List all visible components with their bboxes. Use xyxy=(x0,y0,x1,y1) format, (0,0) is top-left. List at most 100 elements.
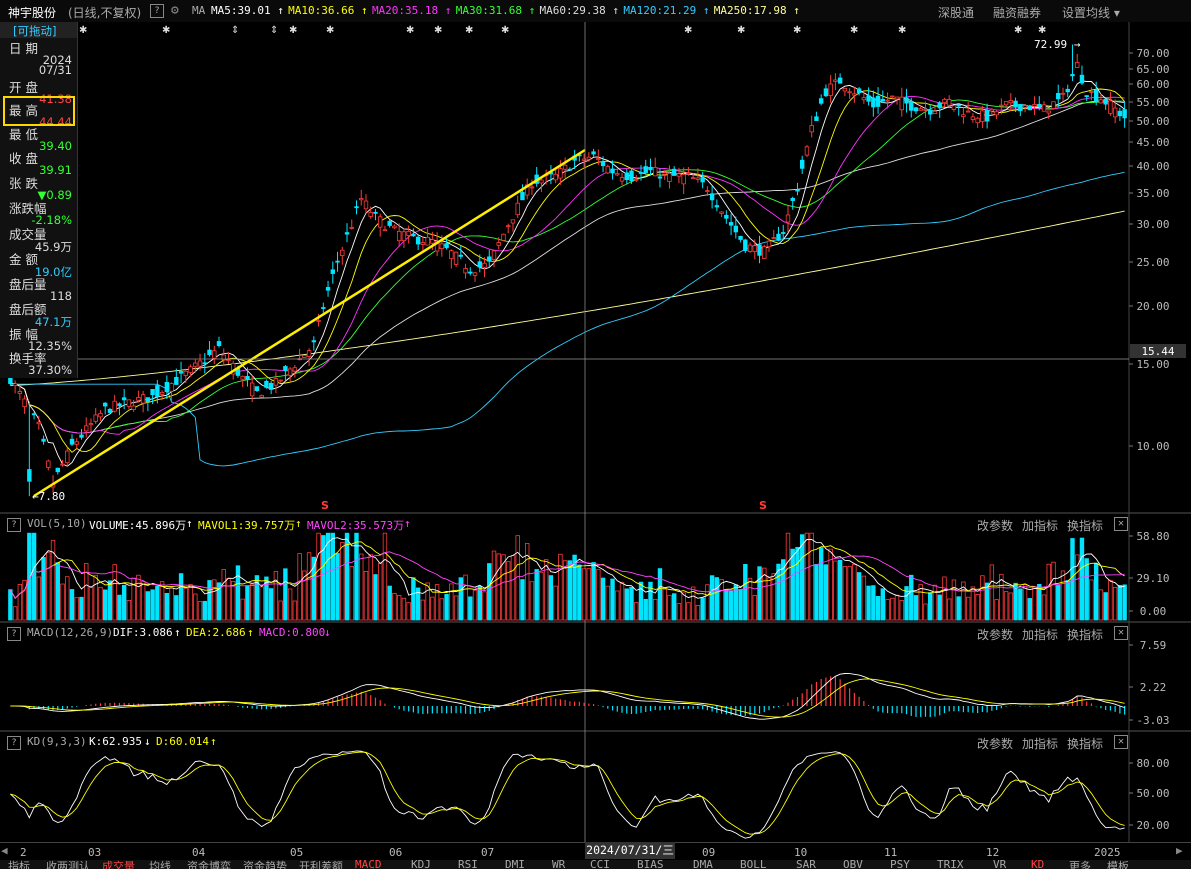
volume-bar xyxy=(676,603,682,621)
dea-line xyxy=(10,678,1125,718)
indicator-tab[interactable]: VR xyxy=(993,860,1007,869)
vol-switch-indicator[interactable]: 换指标 xyxy=(1067,519,1104,533)
candle-body xyxy=(984,109,990,122)
indicator-tab[interactable]: OBV xyxy=(843,860,863,869)
volume-bar xyxy=(553,585,558,621)
macd-help-icon[interactable]: ? xyxy=(7,627,21,641)
volume-bar xyxy=(861,575,867,621)
vol-close-icon[interactable]: ✕ xyxy=(1114,517,1128,531)
chart-canvas[interactable]: 72.99 → ←7.80 ✱ ✱ ⇕ ⇕ ✱ ✱ ✱ ✱ ✱ ✱ ✱ ✱ ✱ ✱ ✱ ✱ ✱ S S 70.00 65.… xyxy=(0,22,1191,842)
macd-add-indicator[interactable]: 加指标 xyxy=(1022,628,1059,642)
indicator-tab[interactable]: SAR xyxy=(796,860,816,869)
volume-bar xyxy=(245,585,250,621)
candle-body xyxy=(757,244,762,256)
vol-y-tick: 29.10 xyxy=(1136,572,1169,585)
crosshair-date: 2024/07/31/三 xyxy=(585,842,675,859)
candle-body xyxy=(188,366,193,374)
scroll-left-icon[interactable]: ◀ xyxy=(1,844,8,857)
volume-pane xyxy=(8,532,1127,621)
info-label: 张 跌 xyxy=(9,176,38,191)
indicator-tab[interactable]: DMI xyxy=(505,860,525,869)
volume-bar xyxy=(600,577,606,621)
candle-body xyxy=(12,383,18,387)
indicator-tab[interactable]: BIAS xyxy=(637,860,664,869)
scroll-right-icon[interactable]: ▶ xyxy=(1176,844,1183,857)
vol-add-indicator[interactable]: 加指标 xyxy=(1022,519,1059,533)
macd-pane xyxy=(10,673,1126,720)
margin-trading-button[interactable]: 融资融券 xyxy=(993,6,1042,20)
indicator-tab[interactable]: 开利差额 xyxy=(299,860,343,869)
indicator-tab[interactable]: 更多 xyxy=(1069,860,1091,869)
vol-edit-params[interactable]: 改参数 xyxy=(977,519,1014,533)
indicator-tab[interactable]: DMA xyxy=(693,860,713,869)
kd-add-indicator[interactable]: 加指标 xyxy=(1022,737,1059,751)
indicator-tab[interactable]: WR xyxy=(552,860,566,869)
volume-bar xyxy=(36,576,42,621)
candle-body xyxy=(69,438,75,445)
kd-k: K:62.935 xyxy=(89,735,142,748)
x-tick: 06 xyxy=(389,846,403,859)
candle-body xyxy=(387,220,392,226)
kd-close-icon[interactable]: ✕ xyxy=(1114,735,1128,749)
info-panel[interactable]: [可拖动] 日 期 2024 07/31 开 盘 41.38 最 高 44.44 最 低 39.… xyxy=(0,22,78,378)
volume-bar xyxy=(221,569,226,621)
event-marker-icon: ✱ xyxy=(465,25,473,36)
candle-body xyxy=(999,104,1004,107)
indicator-tab[interactable]: 资金博弈 xyxy=(187,860,231,869)
volume-bar xyxy=(1070,538,1075,621)
candle-body xyxy=(302,355,307,358)
volume-bar xyxy=(477,586,482,621)
volume-bar xyxy=(705,584,710,621)
kd-help-icon[interactable]: ? xyxy=(7,736,21,750)
volume-bar xyxy=(776,563,781,621)
indicator-tab[interactable]: 指标 xyxy=(8,860,30,869)
indicator-tab[interactable]: RSI xyxy=(458,860,478,869)
period-label[interactable]: (日线,不复权) xyxy=(68,6,142,20)
kd-edit-params[interactable]: 改参数 xyxy=(977,737,1014,751)
help-icon[interactable]: ? xyxy=(150,4,164,18)
info-value: -2.18% xyxy=(31,213,72,227)
indicator-tab[interactable]: PSY xyxy=(890,860,910,869)
indicator-tab[interactable]: KD xyxy=(1031,860,1045,869)
price-y-tick: 65.00 xyxy=(1136,63,1169,76)
macd-edit-params[interactable]: 改参数 xyxy=(977,628,1014,642)
macd-y-tick: -3.03 xyxy=(1136,714,1169,727)
volume-bar xyxy=(928,592,933,621)
indicator-tab[interactable]: MACD xyxy=(355,860,382,869)
candle-body xyxy=(1046,110,1051,114)
price-y-tick: 25.00 xyxy=(1136,256,1169,269)
volume-bar xyxy=(240,598,245,621)
macd-close-icon[interactable]: ✕ xyxy=(1114,626,1128,640)
indicator-tab[interactable]: 资金趋势 xyxy=(243,860,287,869)
volume-bar xyxy=(12,606,18,621)
candle-body xyxy=(102,402,108,407)
ma-settings-button[interactable]: 设置均线 ▾ xyxy=(1062,6,1120,20)
indicator-tab[interactable]: 收两测认 xyxy=(46,860,90,869)
indicator-tab[interactable]: 成交量 xyxy=(102,860,135,869)
kd-switch-indicator[interactable]: 换指标 xyxy=(1067,737,1104,751)
volume-bar xyxy=(785,532,791,621)
volume-bar xyxy=(401,597,407,621)
dif-arrow-icon: ↑ xyxy=(174,626,181,639)
indicator-tab[interactable]: 均线 xyxy=(149,860,171,869)
indicator-tab[interactable]: BOLL xyxy=(740,860,767,869)
gear-icon[interactable]: ⚙ xyxy=(171,3,179,18)
macd-switch-indicator[interactable]: 换指标 xyxy=(1067,628,1104,642)
candle-body xyxy=(671,168,677,176)
indicator-tab[interactable]: TRIX xyxy=(937,860,964,869)
drag-handle[interactable]: [可拖动] xyxy=(0,22,77,38)
stock-name[interactable]: 神宇股份 xyxy=(8,6,57,20)
indicator-tab[interactable]: 模板 xyxy=(1107,860,1129,869)
vol-y-tick: 58.80 xyxy=(1136,530,1169,543)
vol-help-icon[interactable]: ? xyxy=(7,518,21,532)
info-label: 振 幅 xyxy=(9,327,38,342)
candle-body xyxy=(705,190,710,193)
candle-body xyxy=(961,114,966,118)
candle-body xyxy=(169,383,174,392)
hk-connect-button[interactable]: 深股通 xyxy=(938,6,975,20)
candle-body xyxy=(909,100,914,111)
candle-body xyxy=(46,460,51,468)
volume-bar xyxy=(145,591,151,621)
indicator-tab[interactable]: CCI xyxy=(590,860,610,869)
indicator-tab[interactable]: KDJ xyxy=(411,860,431,869)
